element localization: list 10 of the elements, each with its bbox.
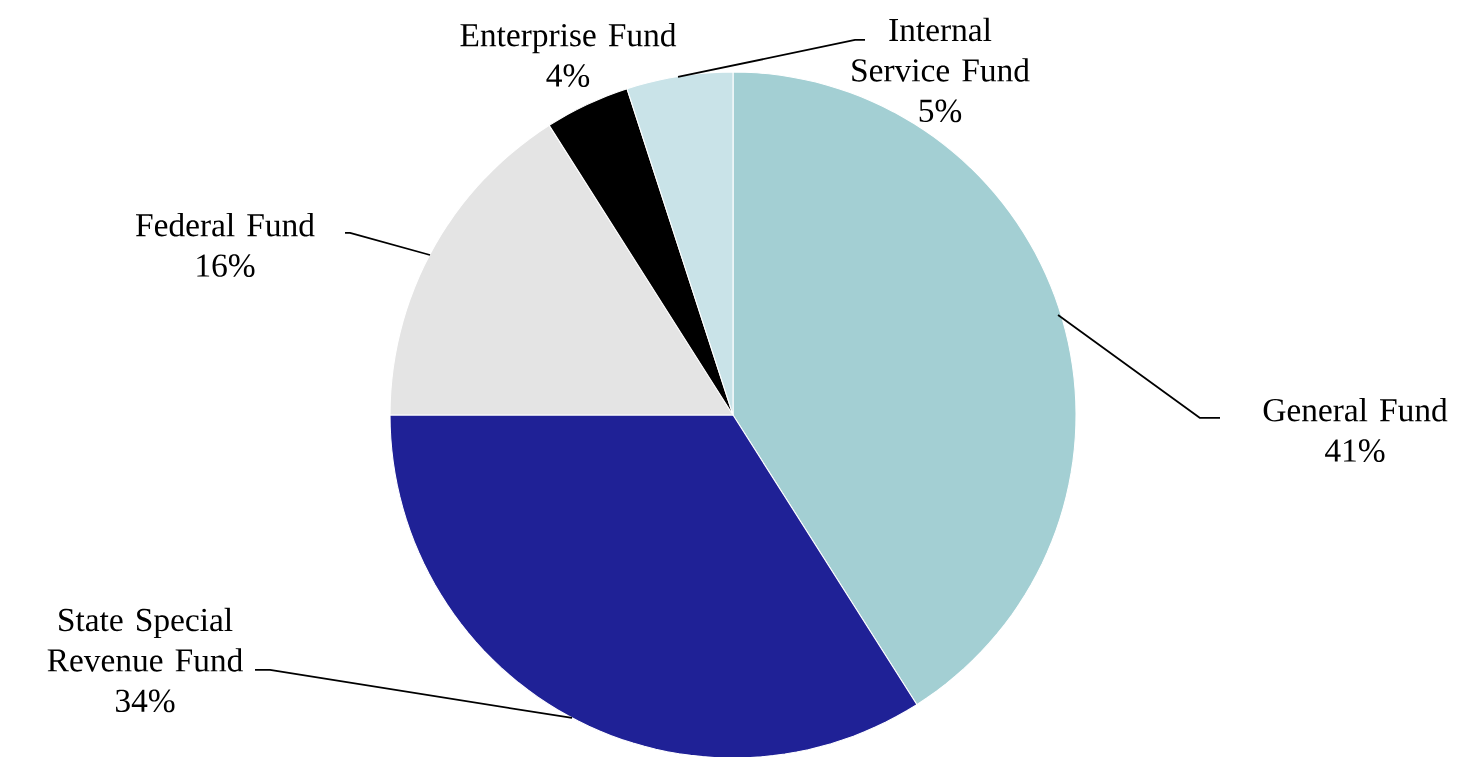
data-label: 41%	[1325, 439, 1385, 462]
slice-label: Federal Fund	[136, 212, 315, 237]
slice-label: Enterprise Fund	[460, 22, 677, 54]
data-label: 5%	[919, 99, 962, 123]
slice-label: Internal Service Fund	[852, 17, 1030, 82]
slice-label: General Fund	[1263, 397, 1448, 422]
data-label: 34%	[116, 689, 175, 713]
slice-label: State Special Revenue Fund	[47, 607, 243, 672]
data-label: 4%	[546, 64, 590, 87]
data-label: 16%	[197, 254, 255, 277]
